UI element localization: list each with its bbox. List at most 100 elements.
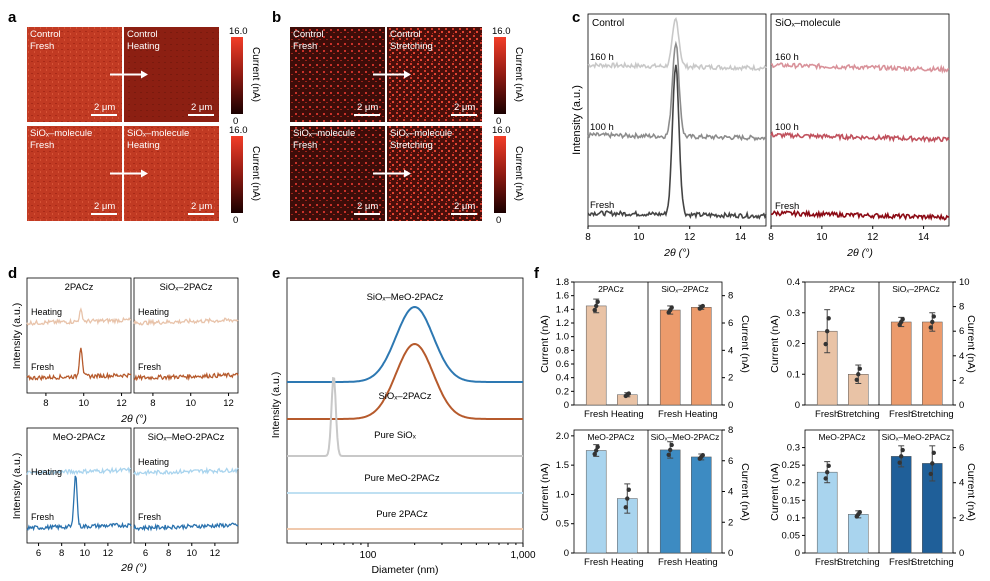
x-tick-label: 12 <box>223 398 234 409</box>
y-tick-label: 0.3 <box>787 443 800 454</box>
colorbar <box>231 37 243 114</box>
scale-bar-label: 2 μm <box>191 201 212 212</box>
series-line <box>133 522 239 532</box>
series-label: Pure 2PACz <box>376 509 428 520</box>
y-axis-label: Current (nA) <box>539 315 551 373</box>
y-tick-label: 0.5 <box>556 519 569 530</box>
map-label-sample: Control <box>293 29 324 40</box>
data-point <box>854 377 859 382</box>
y-tick-label: 0.1 <box>787 369 800 380</box>
y2-tick-label: 6 <box>728 318 733 329</box>
data-point <box>825 329 830 334</box>
category-label: Fresh <box>815 409 839 420</box>
y-tick-label: 0 <box>564 548 569 559</box>
data-point <box>823 341 828 347</box>
series-line <box>133 317 239 327</box>
colorbar-max: 16.0 <box>229 26 248 37</box>
scale-bar <box>91 213 117 215</box>
x-axis-label: 2θ (°) <box>846 247 873 259</box>
colorbar-title: Current (nA) <box>513 146 524 201</box>
scale-bar-label: 2 μm <box>454 201 475 212</box>
data-point <box>900 447 905 453</box>
data-point <box>668 447 673 453</box>
panel-letter-f: f <box>534 265 540 282</box>
colorbar-min: 0 <box>233 116 238 127</box>
colorbar-max: 16.0 <box>492 125 511 136</box>
panel-letter-c: c <box>572 9 580 26</box>
scale-bar <box>451 213 477 215</box>
series-line <box>287 376 523 457</box>
x-tick-label: 10 <box>186 548 197 559</box>
x-tick-label: 12 <box>210 548 221 559</box>
y-tick-label: 1.0 <box>556 489 569 500</box>
x-tick-label: 8 <box>59 548 64 559</box>
bar <box>585 305 607 406</box>
series-label: Fresh <box>775 201 799 212</box>
subplot-title: Control <box>592 18 624 29</box>
dls-panel-e: 100 1,000 SiOₓ–MeO-2PACz SiOₓ–2PACz Pure SiO… <box>270 277 536 576</box>
category-label: Fresh <box>889 557 913 568</box>
x-axis-label: Diameter (nm) <box>371 564 438 576</box>
y2-tick-label: 4 <box>959 351 964 362</box>
x-tick-label: 10 <box>78 398 89 409</box>
bar <box>890 321 912 406</box>
y2-tick-label: 0 <box>959 548 964 559</box>
y2-tick-label: 8 <box>728 425 733 436</box>
y-tick-label: 0.25 <box>782 460 801 471</box>
series-label: SiOₓ–MeO-2PACz <box>367 292 444 303</box>
y-tick-label: 1.0 <box>556 332 569 343</box>
category-label: Heating <box>685 557 718 568</box>
xrd-panel-d: 2PACz 8 10 12 Heating Fresh SiOₓ–2PACz 8 10 12 Hea… <box>11 277 239 574</box>
y2-tick-label: 8 <box>959 302 964 313</box>
colorbar-min: 0 <box>496 116 501 127</box>
series-line <box>26 347 132 382</box>
colorbar-min: 0 <box>496 215 501 226</box>
series-label: 160 h <box>590 52 614 63</box>
y-axis-label: Intensity (a.u.) <box>11 453 23 520</box>
y2-axis-label: Current (nA) <box>965 463 977 521</box>
scale-bar-label: 2 μm <box>357 201 378 212</box>
y2-tick-label: 6 <box>728 456 733 467</box>
y-tick-label: 0.15 <box>782 495 801 506</box>
y-tick-label: 1.2 <box>556 318 569 329</box>
bar <box>659 309 681 406</box>
map-label-sample: SiOₓ–molecule <box>30 128 92 139</box>
scale-bar <box>354 114 380 116</box>
y-axis-label: Intensity (a.u.) <box>11 303 23 370</box>
current-bars-panel-f: 0 0.2 0.4 0.6 0.8 1.0 1.2 1.4 1.6 1.8 0 2 4 6 8 2PACz Fr… <box>539 277 977 568</box>
scale-bar <box>354 213 380 215</box>
data-point <box>592 307 597 313</box>
y2-tick-label: 0 <box>728 548 733 559</box>
colorbar <box>494 37 506 114</box>
category-label: Stretching <box>837 409 880 420</box>
data-point <box>666 452 671 458</box>
x-tick-label: 12 <box>867 232 879 243</box>
map-label-condition: Fresh <box>293 140 317 151</box>
y-tick-label: 0 <box>564 400 569 411</box>
arrow-head <box>141 70 148 79</box>
afm-map-left <box>27 27 122 122</box>
y2-tick-label: 2 <box>728 373 733 384</box>
x-tick-label: 14 <box>918 232 930 243</box>
scale-bar <box>91 114 117 116</box>
series-line <box>587 40 767 142</box>
axes-frame <box>133 277 239 394</box>
data-point <box>700 303 705 309</box>
bar <box>922 321 943 406</box>
series-line <box>770 62 950 74</box>
arrow-head <box>404 169 411 178</box>
x-tick-label: 1,000 <box>510 550 535 561</box>
series-label: Fresh <box>138 512 161 522</box>
data-point <box>626 391 631 396</box>
data-point <box>823 476 828 481</box>
panel-letter-b: b <box>272 9 281 26</box>
y-tick-label: 0.6 <box>556 359 569 370</box>
x-tick-label: 12 <box>684 232 696 243</box>
x-axis-label: 2θ (°) <box>663 247 690 259</box>
data-point <box>623 505 628 510</box>
data-point <box>930 461 935 466</box>
category-label: Stretching <box>837 557 880 568</box>
scale-bar <box>188 114 214 116</box>
series-line <box>587 16 767 72</box>
